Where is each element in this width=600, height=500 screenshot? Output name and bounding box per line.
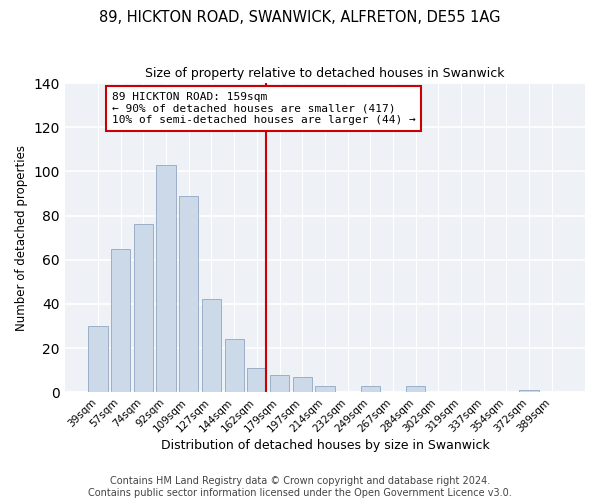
Bar [270, 374, 289, 392]
Bar [134, 224, 153, 392]
Bar [361, 386, 380, 392]
Title: Size of property relative to detached houses in Swanwick: Size of property relative to detached ho… [145, 68, 505, 80]
Y-axis label: Number of detached properties: Number of detached properties [15, 144, 28, 330]
Bar [179, 196, 199, 392]
Bar [202, 300, 221, 392]
Text: Contains HM Land Registry data © Crown copyright and database right 2024.
Contai: Contains HM Land Registry data © Crown c… [88, 476, 512, 498]
Bar [111, 248, 130, 392]
Bar [247, 368, 266, 392]
Bar [315, 386, 335, 392]
Bar [520, 390, 539, 392]
X-axis label: Distribution of detached houses by size in Swanwick: Distribution of detached houses by size … [161, 440, 489, 452]
Bar [88, 326, 108, 392]
Bar [406, 386, 425, 392]
Text: 89, HICKTON ROAD, SWANWICK, ALFRETON, DE55 1AG: 89, HICKTON ROAD, SWANWICK, ALFRETON, DE… [99, 10, 501, 25]
Bar [293, 377, 312, 392]
Bar [224, 339, 244, 392]
Bar [157, 165, 176, 392]
Text: 89 HICKTON ROAD: 159sqm
← 90% of detached houses are smaller (417)
10% of semi-d: 89 HICKTON ROAD: 159sqm ← 90% of detache… [112, 92, 415, 125]
